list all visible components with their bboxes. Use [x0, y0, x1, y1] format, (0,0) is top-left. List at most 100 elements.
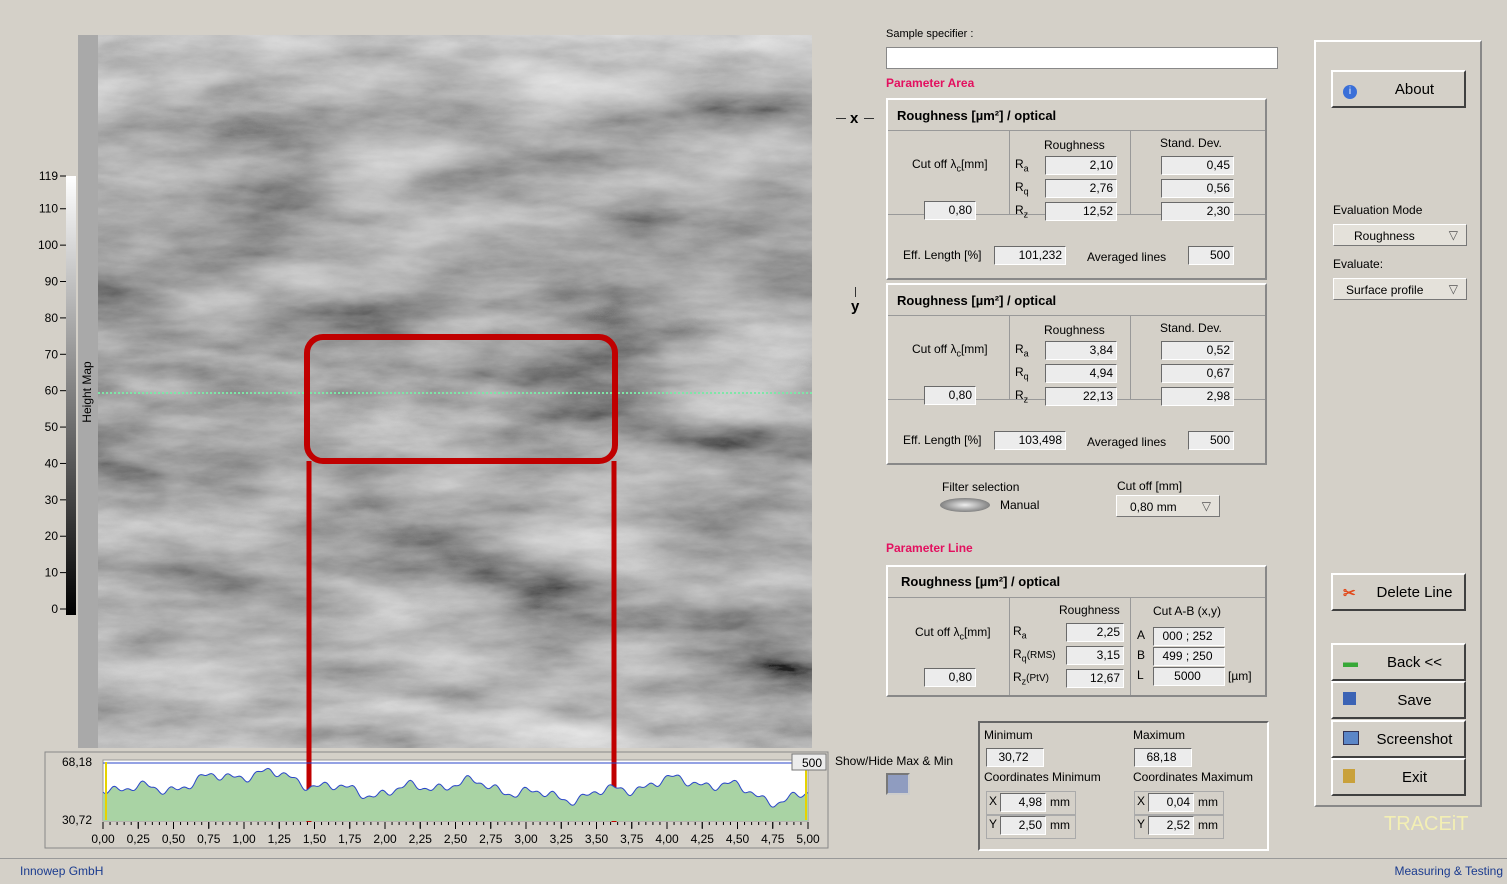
text: Cut off λ: [915, 625, 959, 639]
tick-label: 3,50: [585, 832, 609, 846]
panel-title: Roughness [µm²] / optical: [901, 574, 1060, 589]
text: [mm]: [961, 157, 988, 171]
divider: [888, 315, 1265, 316]
note: (PtV): [1026, 673, 1049, 684]
symbol: R: [1013, 624, 1022, 638]
button-icon: ▬: [1343, 654, 1358, 671]
tick-label: 1,00: [232, 832, 256, 846]
tick-label: 2,00: [373, 832, 397, 846]
coord-field: 2,52: [1148, 816, 1194, 835]
coord-unit: mm: [1198, 818, 1218, 832]
symbol: R: [1015, 157, 1024, 171]
tick-label: 4,00: [655, 832, 679, 846]
button-label: Save: [1369, 692, 1460, 709]
colorbar-label: Height Map: [80, 361, 94, 423]
tick-label: 119: [39, 169, 58, 183]
evaluate-dropdown[interactable]: Surface profile▽: [1333, 278, 1467, 300]
column-header: Stand. Dev.: [1160, 136, 1222, 150]
sd-field: 2,98: [1161, 387, 1234, 406]
tick-label: 0,50: [162, 832, 186, 846]
roughness-field: 2,76: [1045, 179, 1117, 198]
coord-axis: Y: [989, 817, 997, 831]
button[interactable]: Save: [1331, 681, 1466, 719]
button-icon: [1343, 731, 1359, 749]
evaluate-label: Evaluate:: [1333, 257, 1383, 271]
axis-label: x: [850, 110, 858, 127]
panel-title: Roughness [µm²] / optical: [897, 108, 1056, 123]
button[interactable]: i About: [1331, 70, 1466, 108]
roughness-field: 3,15: [1066, 646, 1124, 665]
eval-mode-dropdown[interactable]: Roughness▽: [1333, 224, 1467, 246]
parameter-symbol: Rq(RMS): [1013, 647, 1056, 663]
button-label: Back <<: [1369, 654, 1460, 671]
column-header: Roughness: [1044, 138, 1105, 152]
tick-label: 5,00: [796, 832, 820, 846]
panel-title: Roughness [µm²] / optical: [897, 293, 1056, 308]
cutoff-label: Cut off λc[mm]: [912, 157, 988, 173]
tick-label: 0,75: [197, 832, 221, 846]
tick-label: 20: [45, 529, 59, 543]
app-window: 0102030405060708090100110119Height Map68…: [0, 0, 1507, 884]
parameter-symbol: Rz(PtV): [1013, 670, 1049, 686]
sd-field: 0,45: [1161, 156, 1234, 175]
point-label: A: [1137, 628, 1145, 642]
button-label: About: [1369, 81, 1460, 98]
label: Coordinates Minimum: [984, 770, 1101, 784]
show-hide-label: Show/Hide Max & Min: [835, 754, 953, 768]
parameter-symbol: Ra: [1015, 342, 1029, 358]
evaluate-value: Surface profile: [1346, 283, 1423, 297]
sd-field: 0,56: [1161, 179, 1234, 198]
tick-label: 90: [45, 275, 59, 289]
text: Cut off λ: [912, 342, 956, 356]
cutoff-dropdown[interactable]: 0,80 mm ▽: [1116, 495, 1220, 517]
tick-label: 2,75: [479, 832, 503, 846]
averaged-lines-label: Averaged lines: [1087, 250, 1166, 264]
tick-label: 60: [45, 384, 59, 398]
button[interactable]: ✂Delete Line: [1331, 573, 1466, 611]
parameter-symbol: Rz: [1015, 388, 1028, 404]
note: (RMS): [1027, 650, 1056, 661]
subscript: a: [1022, 630, 1027, 640]
text: [mm]: [961, 342, 988, 356]
cutoff-label: Cut off λc[mm]: [915, 625, 991, 641]
cut-field: 499 ; 250: [1153, 647, 1225, 666]
arrow: ▽: [1449, 228, 1458, 242]
button[interactable]: Exit: [1331, 758, 1466, 796]
sample-label: Sample specifier :: [886, 28, 973, 40]
tick-label: 1,50: [303, 832, 327, 846]
divider: [1009, 315, 1010, 399]
cutoff-value: 0,80 mm: [1130, 500, 1177, 514]
label: Maximum: [1133, 728, 1185, 742]
brand: TRACEiT: [1384, 813, 1468, 836]
parameter-symbol: Rq: [1015, 180, 1029, 196]
axis-dash: [864, 118, 874, 119]
graphics: 0102030405060708090100110119Height Map68…: [0, 0, 1507, 884]
subscript: z: [1024, 209, 1029, 219]
parameter-symbol: Ra: [1015, 157, 1029, 173]
button-icon: [1343, 692, 1356, 709]
button[interactable]: Screenshot: [1331, 720, 1466, 758]
button[interactable]: ▬ Back <<: [1331, 643, 1466, 681]
show-hide-checkbox[interactable]: [886, 773, 910, 795]
eff-length-field: 101,232: [994, 246, 1066, 265]
coord-field: 0,04: [1148, 793, 1194, 812]
button-label: Screenshot: [1369, 731, 1460, 748]
filter-mode: Manual: [1000, 498, 1039, 512]
symbol: R: [1013, 670, 1022, 684]
cutoff-field: 0,80: [924, 668, 976, 687]
profile-min: 30,72: [62, 813, 92, 827]
sample-input[interactable]: [886, 47, 1278, 69]
filter-switch[interactable]: [940, 498, 990, 512]
footer-rule: [0, 858, 1507, 859]
column-header: Roughness: [1059, 603, 1120, 617]
section-title: Parameter Area: [886, 76, 974, 90]
coord-unit: mm: [1050, 818, 1070, 832]
arrow: ▽: [1202, 499, 1211, 513]
roughness-panel: Roughness [µm²] / opticalRoughnessStand.…: [886, 283, 1267, 465]
sd-field: 0,52: [1161, 341, 1234, 360]
tick-label: 0,25: [127, 832, 151, 846]
subscript: q: [1024, 371, 1029, 381]
eff-length-label: Eff. Length [%]: [903, 433, 982, 447]
button-icon: i: [1343, 81, 1357, 99]
subscript: a: [1024, 163, 1029, 173]
